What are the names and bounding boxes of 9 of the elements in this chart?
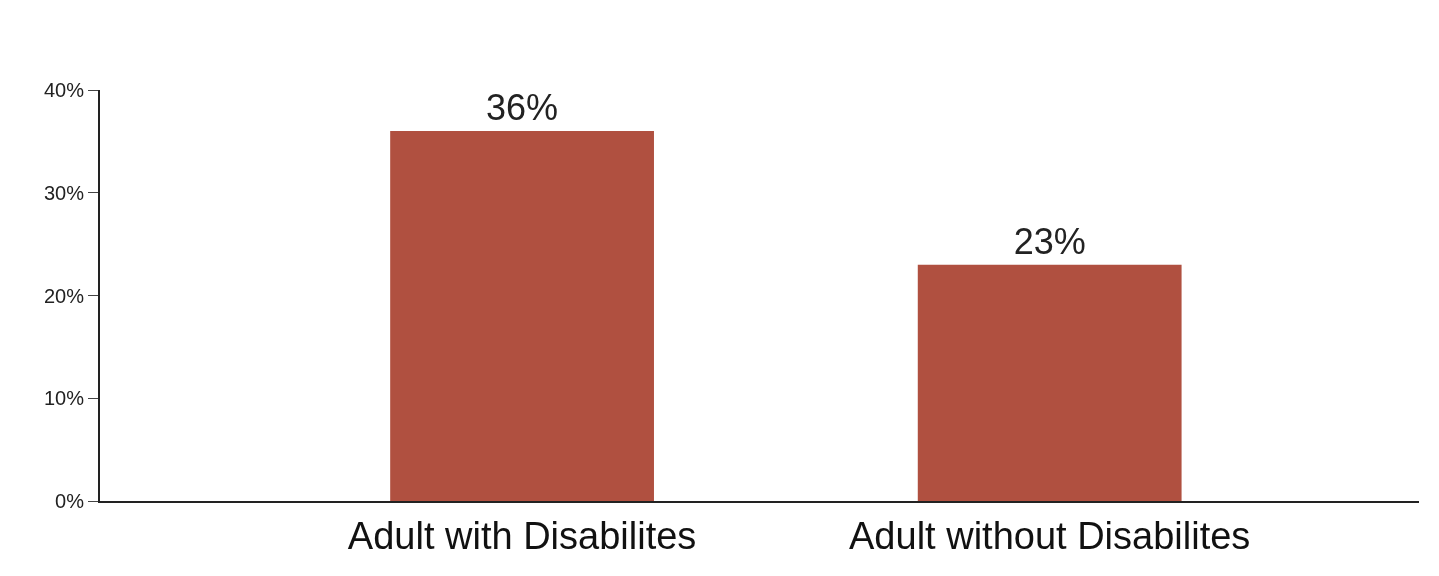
- y-tick-label: 40%: [43, 79, 85, 101]
- y-tick-label: 10%: [43, 387, 85, 410]
- y-tick-label: 0%: [55, 490, 85, 512]
- x-tick-label: Adult without Disabilites: [849, 514, 1251, 557]
- y-tick-label: 30%: [43, 181, 85, 204]
- x-tick-label: Adult with Disabilites: [347, 514, 697, 557]
- y-tick-label: 20%: [43, 284, 85, 307]
- data-label: 23%: [1013, 220, 1086, 262]
- data-label: 36%: [486, 87, 559, 129]
